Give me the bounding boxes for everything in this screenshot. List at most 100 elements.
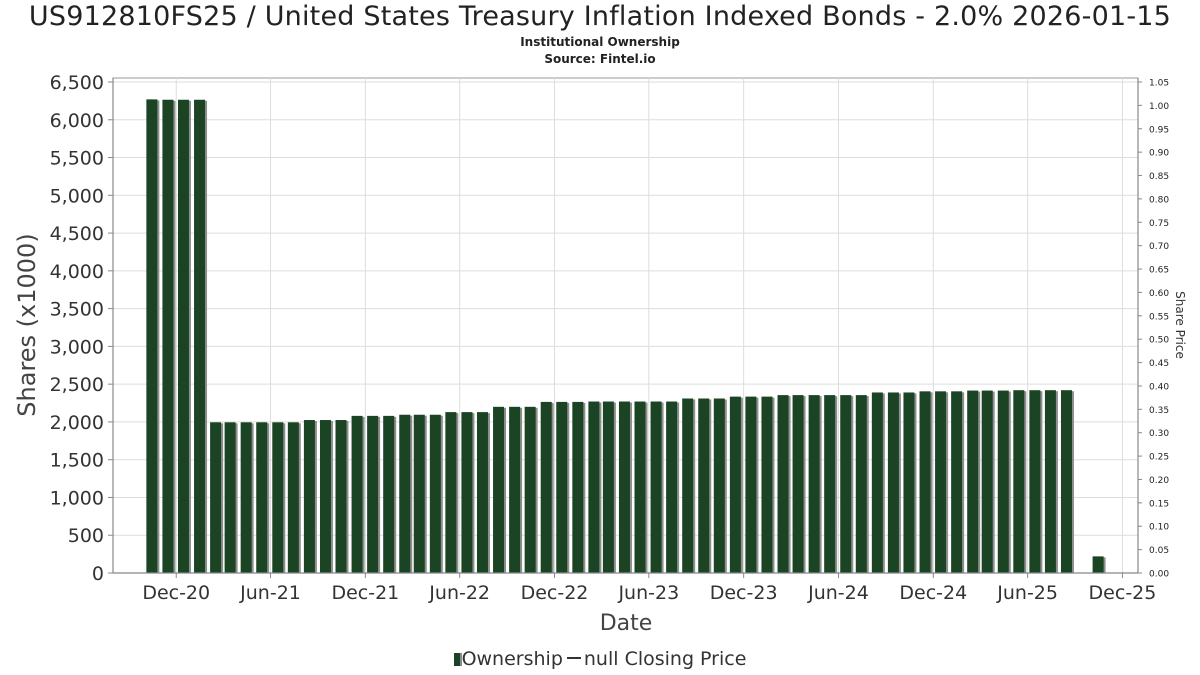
ownership-bar — [1092, 556, 1104, 573]
y-axis-label: Shares (x1000) — [13, 233, 41, 416]
ownership-bar — [951, 391, 963, 573]
ownership-bar — [351, 415, 363, 573]
ownership-bar — [383, 415, 395, 573]
ownership-bar — [997, 390, 1009, 573]
y2-axis-label: Share Price — [1173, 291, 1187, 359]
chart-source: Source: Fintel.io — [544, 52, 656, 66]
ownership-bar — [792, 395, 804, 573]
y2-tick-label: 0.35 — [1149, 406, 1169, 416]
y-tick-label: 5,000 — [50, 185, 104, 207]
ownership-bar — [967, 390, 979, 573]
y2-tick-label: 0.30 — [1149, 429, 1169, 439]
y-tick-label: 0 — [92, 563, 104, 585]
ownership-bar — [745, 396, 757, 573]
y-tick-label: 5,500 — [50, 148, 104, 170]
ownership-bar — [588, 401, 600, 573]
ownership-bar — [919, 391, 931, 573]
legend-ownership-swatch — [453, 653, 462, 666]
ownership-bar — [240, 422, 252, 573]
x-tick-label: Dec-25 — [1089, 582, 1157, 604]
chart-title: US912810FS25 / United States Treasury In… — [28, 1, 1172, 32]
ownership-bar — [903, 392, 915, 573]
y2-tick-label: 0.20 — [1149, 476, 1169, 486]
ownership-bar — [1013, 390, 1025, 573]
x-tick-label: Dec-21 — [331, 582, 399, 604]
legend-ownership-label: Ownership — [461, 648, 563, 670]
ownership-bar — [572, 401, 584, 573]
ownership-bar — [146, 99, 158, 574]
y2-tick-label: 0.45 — [1149, 359, 1169, 369]
ownership-bar — [509, 406, 521, 573]
ownership-bar — [871, 392, 883, 573]
ownership-bar — [887, 392, 899, 573]
y-tick-label: 3,000 — [50, 336, 104, 358]
ownership-bar — [224, 422, 236, 573]
legend-price-line — [566, 657, 581, 659]
ownership-bar — [713, 398, 725, 573]
legend: Ownership null Closing Price — [0, 648, 1200, 670]
y-tick-label: 1,500 — [50, 450, 104, 472]
ownership-bar — [650, 401, 662, 573]
y2-tick-label: 0.40 — [1149, 382, 1169, 392]
y-tick-label: 3,500 — [50, 299, 104, 321]
ownership-bar — [493, 406, 505, 573]
ownership-bar — [303, 420, 315, 573]
x-tick-label: Dec-20 — [142, 582, 210, 604]
x-tick-label: Dec-23 — [710, 582, 778, 604]
ownership-bar — [634, 401, 646, 573]
ownership-bar — [1044, 390, 1056, 573]
y2-tick-label: 0.25 — [1149, 453, 1169, 463]
bar-series-ownership — [146, 99, 1106, 574]
y2-tick-label: 0.10 — [1149, 523, 1169, 533]
x-tick-label: Dec-22 — [521, 582, 589, 604]
x-tick-label: Jun-22 — [428, 582, 490, 604]
ownership-bar — [319, 420, 331, 573]
x-axis-label: Date — [600, 611, 653, 636]
ownership-bar — [935, 391, 947, 573]
x-tick-label: Jun-21 — [239, 582, 301, 604]
ownership-bar — [824, 395, 836, 573]
y2-tick-label: 0.85 — [1149, 172, 1169, 182]
y2-tick-label: 0.50 — [1149, 336, 1169, 346]
y2-tick-label: 1.00 — [1149, 102, 1169, 112]
y2-tick-label: 0.95 — [1149, 125, 1169, 135]
ownership-bar — [399, 414, 411, 573]
ownership-bar — [177, 99, 189, 574]
ownership-bar — [162, 99, 174, 574]
x-tick-label: Jun-23 — [617, 582, 679, 604]
ownership-bar — [777, 395, 789, 573]
y2-tick-label: 1.05 — [1149, 79, 1169, 89]
legend-price-label: null Closing Price — [583, 648, 747, 670]
ownership-bar — [413, 414, 425, 573]
ownership-bar — [524, 406, 536, 573]
y2-tick-label: 0.65 — [1149, 266, 1169, 276]
ownership-bar — [618, 401, 630, 573]
axes: 0 500 1,000 1,500 2,000 2,500 3,000 3,500 4,000 4… — [50, 72, 1170, 604]
ownership-bar — [556, 401, 568, 573]
chart-subtitle: Institutional Ownership — [520, 35, 680, 49]
ownership-bar — [445, 412, 457, 573]
ownership-bar — [540, 401, 552, 573]
ownership-bar — [1060, 390, 1072, 573]
ownership-bar — [367, 415, 379, 573]
x-tick-label: Dec-24 — [899, 582, 967, 604]
y2-tick-label: 0.90 — [1149, 149, 1169, 159]
y2-tick-label: 0.80 — [1149, 195, 1169, 205]
ownership-bar — [476, 412, 488, 573]
ownership-bar — [335, 420, 347, 573]
y2-tick-label: 0.05 — [1149, 546, 1169, 556]
y2-tick-label: 0.60 — [1149, 289, 1169, 299]
y-tick-label: 6,000 — [50, 110, 104, 132]
ownership-bar — [287, 422, 299, 573]
ownership-bar — [1029, 390, 1041, 573]
ownership-bar — [666, 401, 678, 573]
y2-tick-label: 0.55 — [1149, 312, 1169, 322]
ownership-bar — [461, 412, 473, 573]
y-tick-label: 4,500 — [50, 223, 104, 245]
y-tick-label: 1,000 — [50, 487, 104, 509]
y-tick-label: 2,500 — [50, 374, 104, 396]
ownership-bar — [272, 422, 284, 573]
y2-tick-label: 0.00 — [1149, 570, 1169, 580]
y-tick-label: 4,000 — [50, 261, 104, 283]
